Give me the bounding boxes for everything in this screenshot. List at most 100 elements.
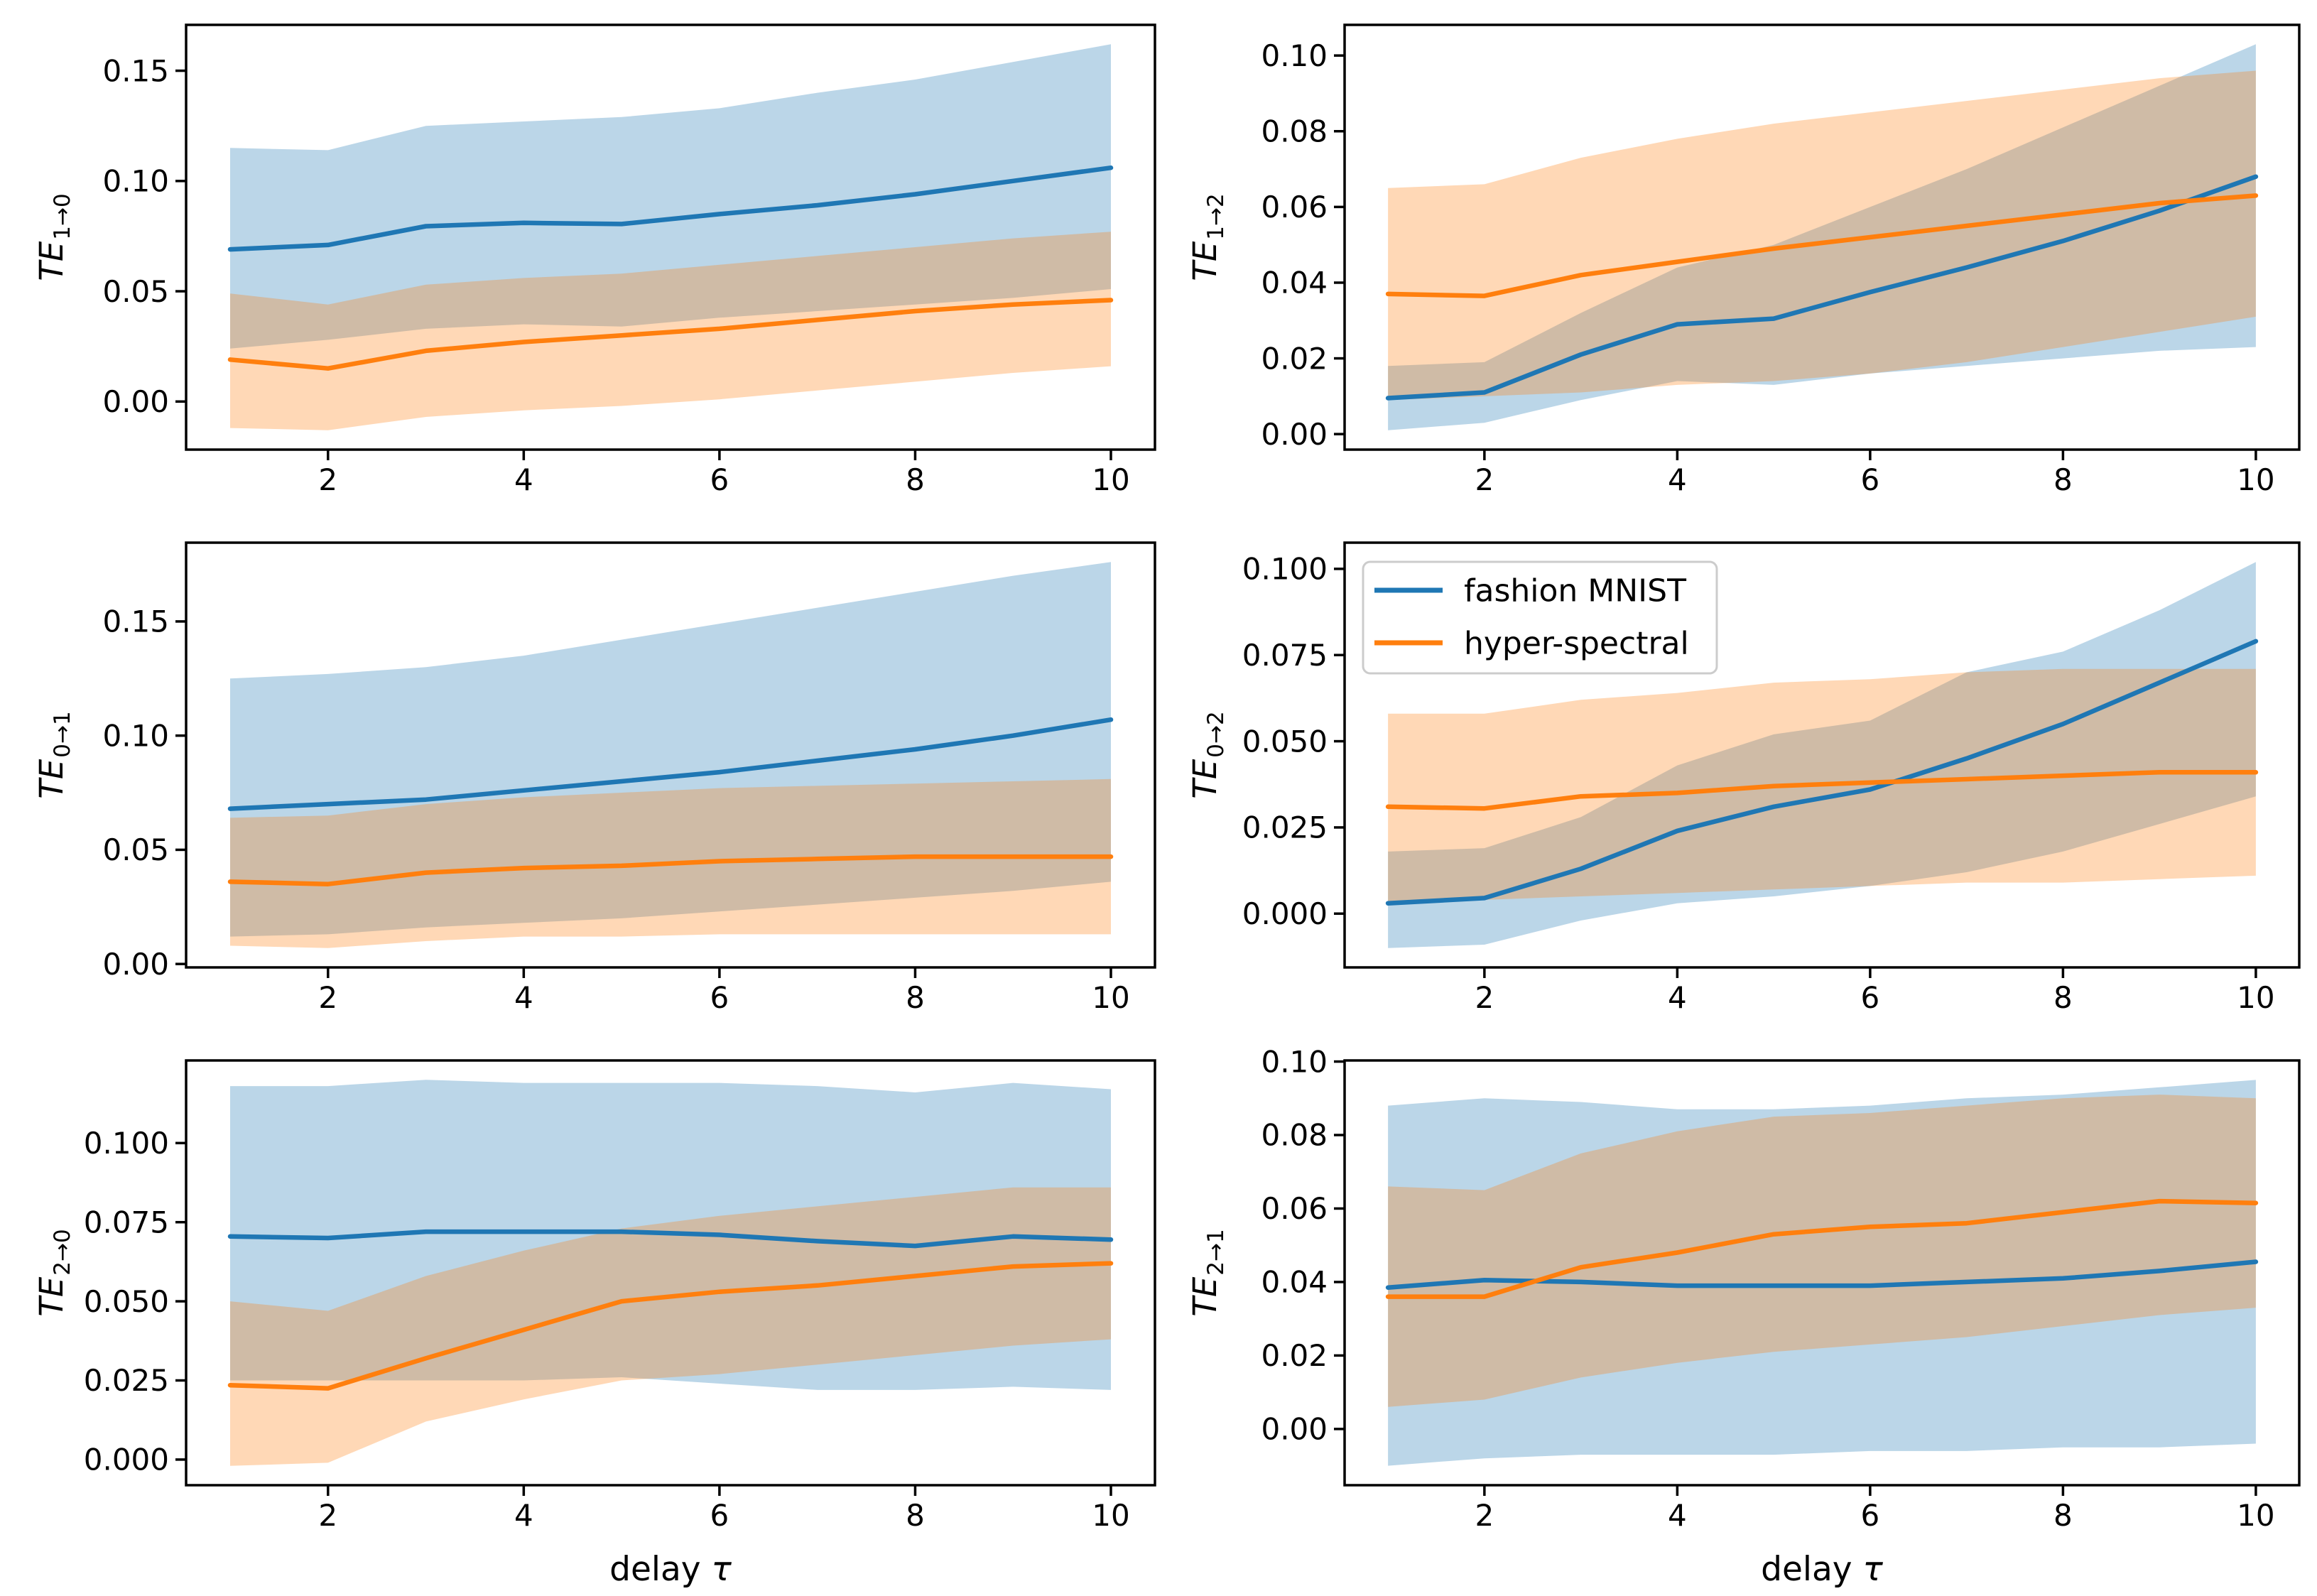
x-tick-label: 8 <box>2053 980 2073 1015</box>
axes-frame <box>185 23 1156 451</box>
y-tick-label: 0.000 <box>84 1443 169 1477</box>
y-tick-label: 0.00 <box>102 947 169 982</box>
y-axis-label: TE2→1 <box>1186 1229 1229 1316</box>
axes-frame <box>1343 541 2301 969</box>
y-tick-label: 0.075 <box>84 1205 169 1239</box>
y-tick-label: 0.100 <box>84 1126 169 1161</box>
y-axis-label: TE0→2 <box>1186 711 1229 798</box>
line-hyper-spectral <box>227 298 1114 371</box>
y-tick-label: 0.025 <box>1242 810 1328 845</box>
confidence-band-hyper-spectral <box>1388 70 2256 401</box>
y-tick-label: 0.15 <box>102 53 169 88</box>
legend: fashion MNIST hyper-spectral <box>1362 560 1718 675</box>
x-tick-label: 8 <box>2053 462 2073 497</box>
y-axis-label-base: TE <box>33 759 70 798</box>
x-tick-label: 4 <box>1668 462 1687 497</box>
x-tick-label: 2 <box>1475 462 1494 497</box>
subplot-te-2-0: 2 4 6 8 10 0.000 0.025 0.050 0.075 0.100 TE2→0 dela… <box>33 1059 1156 1589</box>
subplot-te-1-2: 2 4 6 8 10 0.00 0.02 0.04 0.06 0.08 0.10 TE1→2 <box>1186 23 2301 497</box>
confidence-band-fashion-mnist <box>1388 1080 2256 1466</box>
x-axis-label: delay τ <box>1761 1550 1883 1589</box>
y-tick-label: 0.06 <box>1261 190 1328 224</box>
x-tick-label: 8 <box>906 1498 925 1533</box>
y-tick-label: 0.050 <box>84 1284 169 1319</box>
x-tick-label: 2 <box>318 1498 337 1533</box>
axes-frame <box>1343 1059 2301 1487</box>
x-tick-label: 6 <box>1861 1498 1880 1533</box>
x-axis-label-text: delay <box>1761 1550 1862 1589</box>
line-hyper-spectral <box>1385 1198 2259 1299</box>
x-tick-label: 10 <box>1092 462 1129 497</box>
legend-box <box>1362 560 1718 675</box>
y-tick-label: 0.10 <box>102 718 169 753</box>
x-tick-label: 6 <box>1861 462 1880 497</box>
y-tick-label: 0.05 <box>102 274 169 309</box>
y-tick-label: 0.06 <box>1261 1191 1328 1226</box>
y-tick-label: 0.025 <box>84 1363 169 1398</box>
y-axis-label-base: TE <box>1186 759 1224 798</box>
y-tick-label: 0.10 <box>102 164 169 199</box>
x-tick-label: 10 <box>2237 980 2274 1015</box>
subplot-te-2-1: 2 4 6 8 10 0.00 0.02 0.04 0.06 0.08 0.10 TE2→1 delay… <box>1186 1044 2301 1589</box>
line-hyper-spectral <box>227 1261 1114 1391</box>
y-axis-label-subscript: 0→2 <box>1203 711 1229 757</box>
subplot-te-0-1: 2 4 6 8 10 0.00 0.05 0.10 0.15 TE0→1 <box>33 541 1156 1015</box>
y-tick-label: 0.000 <box>1242 896 1328 931</box>
y-tick-label: 0.00 <box>102 384 169 419</box>
x-tick-label: 2 <box>318 980 337 1015</box>
confidence-band-fashion-mnist <box>1388 562 2256 948</box>
y-tick-label: 0.15 <box>102 604 169 639</box>
confidence-band-hyper-spectral <box>1388 1095 2256 1407</box>
y-axis-label: TE1→2 <box>1186 193 1229 281</box>
y-tick-label: 0.05 <box>102 832 169 867</box>
x-tick-label: 8 <box>2053 1498 2073 1533</box>
y-tick-label: 0.04 <box>1261 266 1328 300</box>
x-axis-label: delay τ <box>609 1550 732 1589</box>
line-hyper-spectral <box>1385 193 2259 298</box>
x-tick-label: 8 <box>906 980 925 1015</box>
x-tick-label: 10 <box>2237 462 2274 497</box>
y-tick-label: 0.08 <box>1261 1118 1328 1153</box>
y-tick-label: 0.00 <box>1261 1412 1328 1447</box>
confidence-band-hyper-spectral <box>230 1187 1111 1466</box>
confidence-band-fashion-mnist <box>230 44 1111 349</box>
legend-label-fashion-mnist: fashion MNIST <box>1464 572 1686 609</box>
x-axis-label-text: delay <box>609 1550 711 1589</box>
y-axis-label-subscript: 2→1 <box>1203 1229 1229 1275</box>
confidence-band-fashion-mnist <box>230 562 1111 937</box>
axes-frame <box>185 541 1156 969</box>
x-tick-label: 2 <box>1475 980 1494 1015</box>
y-tick-label: 0.075 <box>1242 638 1328 673</box>
y-axis-label: TE0→1 <box>33 711 75 798</box>
x-tick-label: 4 <box>1668 1498 1687 1533</box>
x-tick-label: 4 <box>514 462 533 497</box>
y-axis-label-base: TE <box>33 1276 70 1316</box>
x-tick-label: 10 <box>1092 1498 1129 1533</box>
y-axis-label-subscript: 1→2 <box>1203 193 1229 239</box>
line-hyper-spectral <box>1385 770 2259 811</box>
y-axis-label-subscript: 2→0 <box>50 1229 75 1275</box>
y-tick-label: 0.100 <box>1242 552 1328 587</box>
y-tick-label: 0.02 <box>1261 1338 1328 1373</box>
confidence-band-fashion-mnist <box>1388 44 2256 430</box>
y-tick-label: 0.00 <box>1261 417 1328 452</box>
line-fashion-mnist <box>1385 639 2259 906</box>
x-tick-label: 6 <box>710 980 729 1015</box>
x-tick-label: 6 <box>710 1498 729 1533</box>
x-tick-label: 6 <box>1861 980 1880 1015</box>
x-tick-label: 2 <box>318 462 337 497</box>
y-axis-label-subscript: 0→1 <box>50 711 75 757</box>
x-tick-label: 6 <box>710 462 729 497</box>
y-tick-label: 0.02 <box>1261 341 1328 376</box>
axes-frame <box>185 1059 1156 1487</box>
subplot-te-0-2: 2 4 6 8 10 0.000 0.025 0.050 0.075 0.100 TE0→2 fash… <box>1186 541 2301 1015</box>
line-fashion-mnist <box>227 165 1114 252</box>
y-axis-label: TE2→0 <box>33 1229 75 1316</box>
line-fashion-mnist <box>227 1229 1114 1249</box>
x-tick-label: 4 <box>514 980 533 1015</box>
x-tick-label: 10 <box>2237 1498 2274 1533</box>
y-tick-label: 0.10 <box>1261 38 1328 73</box>
x-tick-label: 10 <box>1092 980 1129 1015</box>
